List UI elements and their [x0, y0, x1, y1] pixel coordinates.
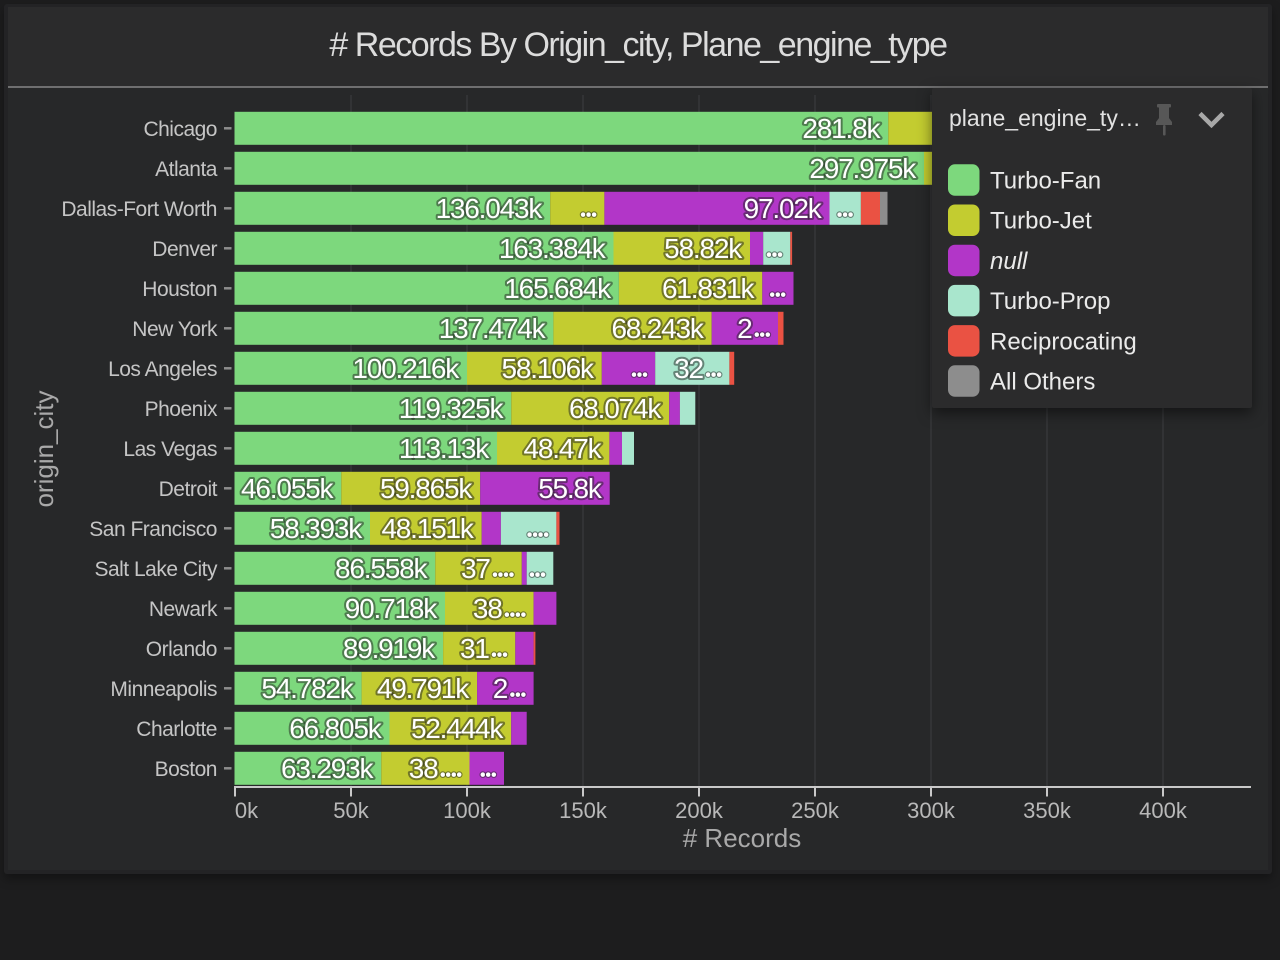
svg-text:350k: 350k	[1023, 798, 1072, 823]
svg-text:Houston: Houston	[142, 278, 217, 301]
svg-text:46.055k: 46.055k	[241, 473, 334, 504]
svg-text:54.782k: 54.782k	[261, 673, 354, 704]
svg-text:150k: 150k	[559, 798, 608, 823]
svg-text:Las Vegas: Las Vegas	[123, 438, 217, 461]
svg-text:52.444k: 52.444k	[411, 713, 504, 744]
svg-text:55.8k: 55.8k	[538, 473, 603, 504]
svg-text:50k: 50k	[333, 798, 369, 823]
svg-text:63.293k: 63.293k	[281, 753, 374, 784]
svg-text:58.106k: 58.106k	[502, 353, 595, 384]
svg-text:2: 2	[493, 673, 508, 704]
svg-text:37: 37	[461, 553, 490, 584]
svg-text:# Records: # Records	[683, 823, 802, 853]
svg-text:300k: 300k	[907, 798, 956, 823]
svg-text:68.243k: 68.243k	[611, 313, 704, 344]
svg-text:Detroit: Detroit	[159, 478, 218, 501]
svg-text:31: 31	[460, 633, 489, 664]
svg-text:250k: 250k	[791, 798, 840, 823]
svg-text:90.718k: 90.718k	[345, 593, 438, 624]
svg-text:297.975k: 297.975k	[809, 153, 917, 184]
svg-text:59.865k: 59.865k	[380, 473, 473, 504]
svg-text:Minneapolis: Minneapolis	[110, 678, 217, 701]
svg-text:32: 32	[674, 353, 703, 384]
svg-text:Charlotte: Charlotte	[136, 718, 217, 741]
svg-text:Boston: Boston	[155, 758, 217, 781]
svg-text:Phoenix: Phoenix	[145, 398, 218, 421]
svg-text:61.831k: 61.831k	[662, 273, 755, 304]
svg-text:200k: 200k	[675, 798, 724, 823]
svg-text:100.216k: 100.216k	[352, 353, 460, 384]
svg-text:58.82k: 58.82k	[664, 233, 743, 264]
svg-text:100k: 100k	[443, 798, 492, 823]
svg-text:2: 2	[737, 313, 752, 344]
svg-text:58.393k: 58.393k	[270, 513, 363, 544]
svg-text:97.02k: 97.02k	[744, 193, 823, 224]
svg-text:Turbo-Fan: Turbo-Fan	[990, 168, 1101, 195]
svg-text:49.791k: 49.791k	[377, 673, 470, 704]
svg-text:48.151k: 48.151k	[381, 513, 474, 544]
svg-text:48.47k: 48.47k	[524, 433, 603, 464]
svg-text:Orlando: Orlando	[146, 638, 217, 661]
svg-text:San Francisco: San Francisco	[89, 518, 217, 541]
svg-text:plane_engine_ty…: plane_engine_ty…	[949, 105, 1141, 131]
svg-text:400k: 400k	[1139, 798, 1188, 823]
svg-text:Turbo-Jet: Turbo-Jet	[990, 208, 1092, 235]
svg-text:136.043k: 136.043k	[436, 193, 544, 224]
svg-text:Salt Lake City: Salt Lake City	[94, 558, 218, 581]
svg-text:Newark: Newark	[149, 598, 218, 621]
svg-text:Los Angeles: Los Angeles	[108, 358, 217, 381]
svg-text:119.325k: 119.325k	[399, 393, 505, 424]
svg-text:66.805k: 66.805k	[289, 713, 382, 744]
svg-text:Chicago: Chicago	[143, 118, 217, 141]
svg-text:Turbo-Prop: Turbo-Prop	[990, 288, 1111, 315]
svg-text:Reciprocating: Reciprocating	[990, 328, 1137, 355]
svg-text:68.074k: 68.074k	[569, 393, 662, 424]
svg-text:86.558k: 86.558k	[335, 553, 428, 584]
svg-text:Denver: Denver	[152, 238, 217, 261]
svg-text:origin_city: origin_city	[29, 390, 59, 507]
svg-text:All Others: All Others	[990, 369, 1095, 396]
svg-text:281.8k: 281.8k	[802, 113, 881, 144]
svg-text:38: 38	[473, 593, 502, 624]
svg-text:Dallas-Fort Worth: Dallas-Fort Worth	[61, 198, 217, 221]
svg-text:165.684k: 165.684k	[504, 273, 612, 304]
svg-text:0k: 0k	[235, 798, 259, 823]
svg-text:163.384k: 163.384k	[499, 233, 607, 264]
svg-text:Atlanta: Atlanta	[155, 158, 218, 181]
svg-text:New York: New York	[132, 318, 218, 341]
svg-text:89.919k: 89.919k	[343, 633, 436, 664]
svg-text:113.13k: 113.13k	[399, 433, 490, 464]
svg-text:137.474k: 137.474k	[439, 313, 547, 344]
svg-text:null: null	[990, 248, 1028, 275]
svg-text:38: 38	[409, 753, 438, 784]
